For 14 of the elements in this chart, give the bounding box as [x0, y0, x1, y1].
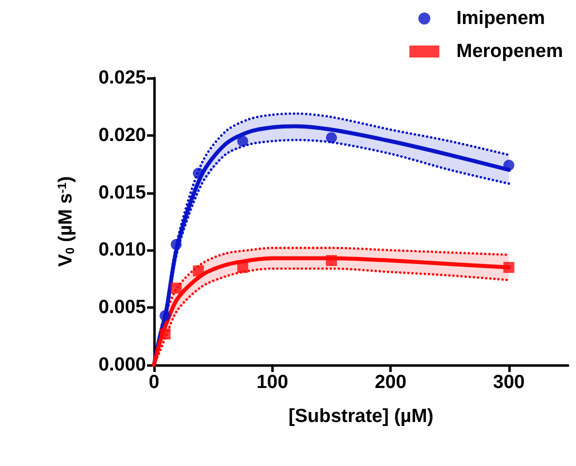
x-tick-label: 200	[374, 372, 406, 393]
y-axis-title: V0 (µM s-1)	[55, 176, 77, 267]
y-tick-label: 0.000	[98, 354, 146, 376]
y-tick-label: 0.015	[98, 182, 146, 204]
legend-label: Meropenem	[456, 41, 564, 62]
y-tick-label: 0.025	[98, 68, 146, 88]
y-tick-label: 0.005	[98, 297, 146, 318]
x-axis-title: [Substrate] (µM)	[288, 406, 434, 427]
y-tick-label: 0.020	[98, 124, 146, 146]
y-tick-label: 0.010	[98, 240, 146, 261]
legend-label: Imipenem	[456, 8, 546, 29]
x-tick-label: 0	[148, 372, 160, 393]
x-tick-label: 100	[256, 372, 288, 393]
x-tick-label: 300	[493, 372, 525, 393]
